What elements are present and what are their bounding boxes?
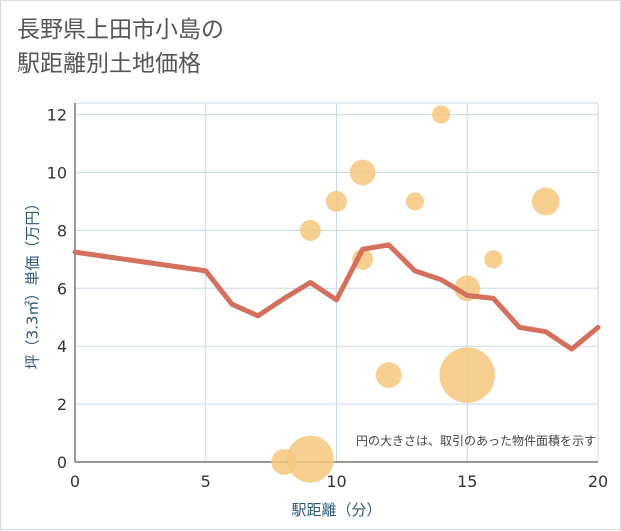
x-tick-label: 15 xyxy=(457,472,477,491)
chart-title-line-2: 駅距離別土地価格 xyxy=(17,51,201,77)
bubble-point xyxy=(439,347,496,403)
bubble-point xyxy=(299,219,321,241)
y-tick-label: 10 xyxy=(47,163,67,182)
bubble-point xyxy=(375,362,402,389)
bubble-series xyxy=(271,105,560,483)
y-axis-label: 坪（3.3㎡）単価（万円） xyxy=(24,196,42,370)
x-tick-label: 10 xyxy=(326,472,346,491)
y-tick-label: 6 xyxy=(57,279,67,298)
grid-lines xyxy=(74,102,599,463)
x-tick-label: 20 xyxy=(588,472,608,491)
y-tick-label: 4 xyxy=(57,337,67,356)
bubble-point xyxy=(531,187,560,216)
x-tick-label: 0 xyxy=(70,472,80,491)
chart-title: 長野県上田市小島の 駅距離別土地価格 xyxy=(17,13,224,81)
y-tick-label: 0 xyxy=(57,453,67,472)
trend-line xyxy=(72,242,601,352)
bubble-point xyxy=(325,190,348,212)
bubble-point xyxy=(484,250,503,269)
chart-title-line-1: 長野県上田市小島の xyxy=(17,17,224,43)
x-tick-label: 5 xyxy=(201,472,211,491)
size-note: 円の大きさは、取引のあった物件面積を示す xyxy=(356,433,596,448)
x-tick-labels: 0 5 10 15 20 xyxy=(70,472,608,491)
y-tick-label: 2 xyxy=(57,395,67,414)
bubble-point xyxy=(286,435,334,483)
y-tick-labels: 0 2 4 6 8 10 12 xyxy=(47,106,67,472)
y-tick-label: 8 xyxy=(57,221,67,240)
bubble-point xyxy=(349,159,376,186)
x-axis-label: 駅距離（分） xyxy=(291,501,381,519)
bubble-point xyxy=(432,105,451,124)
y-tick-label: 12 xyxy=(47,106,67,125)
bubble-point xyxy=(405,192,425,211)
